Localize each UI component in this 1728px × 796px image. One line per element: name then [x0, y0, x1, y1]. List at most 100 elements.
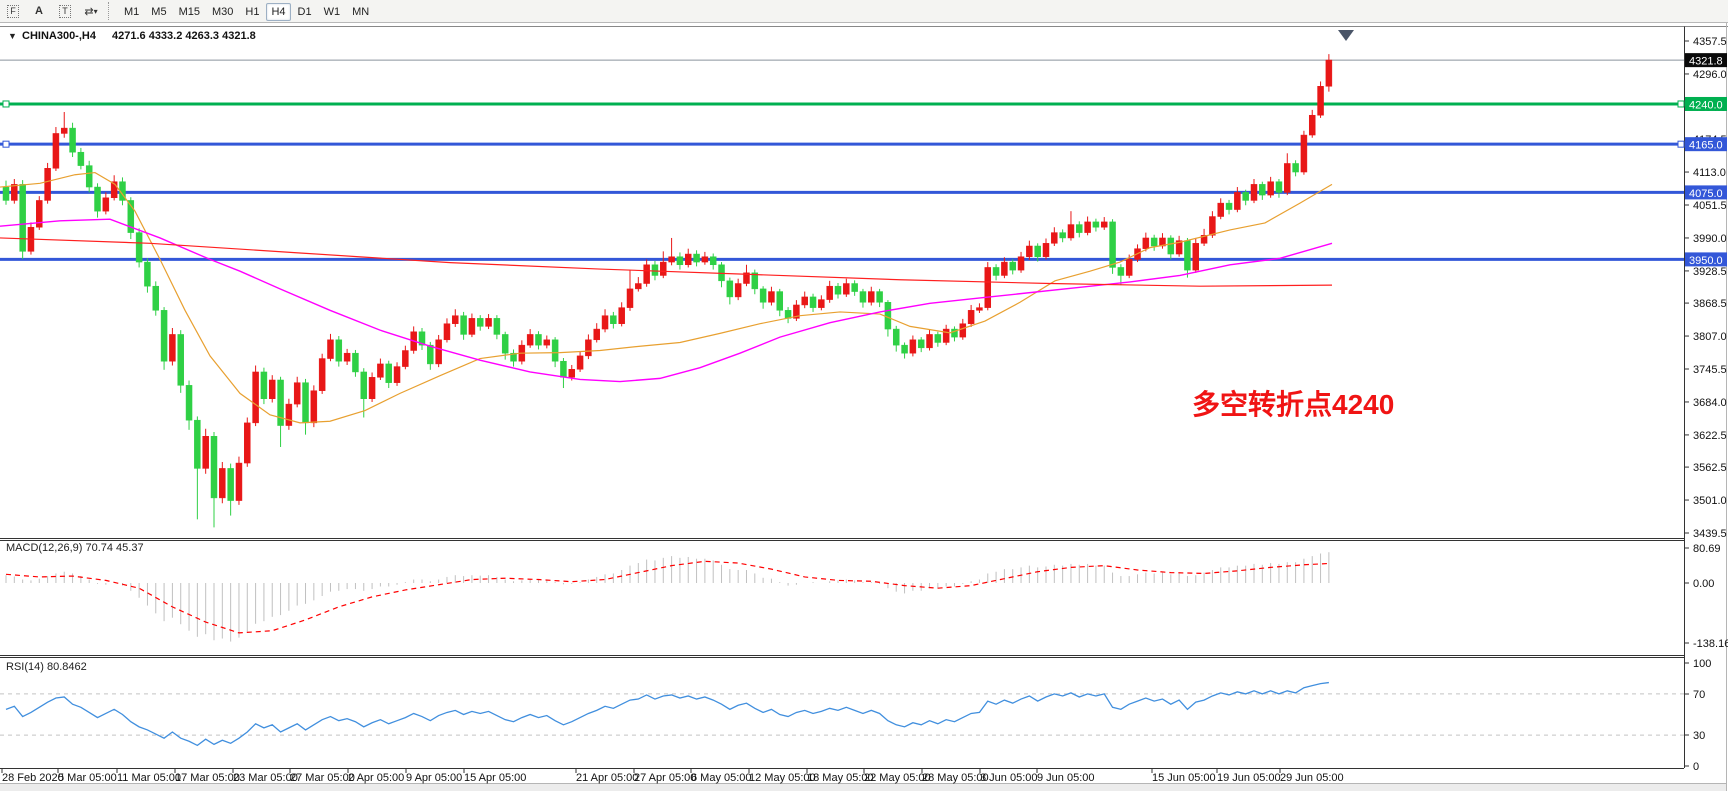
- candle: [684, 253, 692, 266]
- candle: [1026, 245, 1033, 257]
- price-tick-label: 3990.0: [1693, 233, 1727, 245]
- time-tick-label: 22 May 05:00: [864, 772, 931, 784]
- candle: [917, 339, 925, 349]
- candle: [1067, 224, 1075, 239]
- horizontal-price-lines[interactable]: [0, 59, 1685, 261]
- text-box-icon[interactable]: T: [53, 1, 77, 22]
- candle: [826, 285, 833, 300]
- candle: [693, 253, 700, 263]
- ma-line-red: [0, 237, 1333, 287]
- top-toolbar: F A T ⇄ ▾ M1 M5 M15 M30 H1 H4 D1 W1 MN: [0, 0, 1728, 23]
- candle: [1042, 243, 1050, 257]
- candle: [11, 184, 18, 201]
- candle: [1217, 202, 1224, 217]
- price-badge: [1685, 185, 1727, 200]
- candle: [327, 339, 334, 359]
- candle: [901, 344, 908, 354]
- candle: [244, 422, 251, 464]
- candle: [268, 379, 276, 399]
- candle: [393, 366, 401, 383]
- time-tick-label: 17 Mar 05:00: [175, 772, 240, 784]
- line-handle[interactable]: [2, 140, 10, 148]
- timeframe-button-m30[interactable]: M30: [211, 6, 234, 18]
- text-label-icon[interactable]: A: [35, 5, 43, 17]
- candle: [1084, 221, 1091, 233]
- chart-title-caret-icon[interactable]: ▼: [8, 31, 17, 41]
- arrows-style-icon[interactable]: ⇄ ▾: [84, 5, 98, 18]
- macd-tick-label: 80.69: [1693, 543, 1721, 555]
- price-badge: [1685, 53, 1727, 68]
- arrow-down-marker[interactable]: [1338, 30, 1354, 41]
- time-tick-label: 9 Apr 05:00: [406, 772, 462, 784]
- candle: [626, 288, 634, 308]
- timeframe-button-m5[interactable]: M5: [151, 6, 167, 18]
- price-tick-label: 3439.5: [1693, 528, 1727, 540]
- candle: [135, 232, 143, 263]
- time-tick-label: 15 Jun 05:00: [1152, 772, 1216, 784]
- candle: [1292, 163, 1299, 173]
- line-handle[interactable]: [2, 100, 10, 108]
- candle: [160, 310, 168, 362]
- price-badge-label: 4165.0: [1689, 140, 1723, 152]
- dropdown-caret-icon[interactable]: ▾: [93, 6, 98, 16]
- timeframe-button-m15[interactable]: M15: [178, 6, 200, 18]
- candle: [942, 328, 950, 343]
- candle: [668, 256, 675, 263]
- price-tick-label: 3684.0: [1693, 397, 1727, 409]
- time-tick-label: 19 Jun 05:00: [1217, 772, 1281, 784]
- time-tick-label: 28 May 05:00: [922, 772, 989, 784]
- price-axis[interactable]: 4357.54296.04234.54174.54113.04051.53990…: [1684, 36, 1728, 773]
- timeframe-button-m1[interactable]: M1: [124, 6, 140, 18]
- candle: [551, 339, 559, 362]
- candle: [169, 334, 176, 362]
- timeframe-button-mn[interactable]: MN: [352, 6, 370, 18]
- candle: [851, 283, 858, 292]
- candle: [660, 261, 667, 276]
- time-tick-label: 18 May 05:00: [807, 772, 874, 784]
- chart-title-ohlc: 4271.6 4333.2 4263.3 4321.8: [112, 30, 256, 42]
- candle: [992, 267, 1000, 276]
- candle: [493, 318, 501, 335]
- candle: [360, 371, 368, 399]
- rsi-label: RSI(14) 80.8462: [6, 661, 87, 673]
- candle: [601, 315, 609, 330]
- price-tick-label: 4357.5: [1693, 36, 1727, 48]
- line-handle[interactable]: [1677, 140, 1685, 148]
- chart-plot-area[interactable]: 4357.54296.04234.54174.54113.04051.53990…: [0, 23, 1728, 791]
- templates-icon[interactable]: F: [1, 1, 25, 22]
- timeframe-button-h4[interactable]: H4: [266, 3, 291, 21]
- candle: [1167, 237, 1175, 255]
- annotation-text[interactable]: 多空转折点4240: [1192, 388, 1394, 420]
- line-handle[interactable]: [1677, 100, 1685, 108]
- candle: [743, 272, 750, 284]
- candle: [85, 165, 93, 188]
- candle: [1300, 134, 1308, 173]
- timeframe-button-d1[interactable]: D1: [297, 6, 312, 18]
- candle: [834, 285, 842, 295]
- time-tick-label: 28 Feb 2020: [2, 772, 64, 784]
- panel-frames: [0, 23, 1728, 791]
- macd-tick-label: -138.16: [1693, 638, 1728, 650]
- candle: [343, 352, 351, 362]
- time-tick-label: 29 Jun 05:00: [1280, 772, 1344, 784]
- candle: [1317, 86, 1324, 116]
- candle: [277, 379, 284, 426]
- candle: [352, 352, 359, 373]
- candle: [418, 331, 426, 346]
- candle: [1059, 232, 1066, 239]
- timeframe-button-h1[interactable]: H1: [245, 6, 260, 18]
- candle: [36, 200, 43, 228]
- timeframe-button-w1[interactable]: W1: [323, 6, 341, 18]
- candle: [1308, 114, 1316, 136]
- price-tick-label: 3501.0: [1693, 495, 1727, 507]
- rsi-line: [5, 681, 1329, 747]
- moving-average-lines: [0, 171, 1333, 424]
- chart-title-symbol: CHINA300-,H4: [22, 30, 97, 42]
- candle: [618, 307, 625, 324]
- macd-label: MACD(12,26,9) 70.74 45.37: [6, 542, 144, 554]
- candle: [44, 168, 51, 201]
- candle: [1109, 221, 1116, 268]
- candle: [260, 371, 268, 399]
- candle: [219, 468, 226, 499]
